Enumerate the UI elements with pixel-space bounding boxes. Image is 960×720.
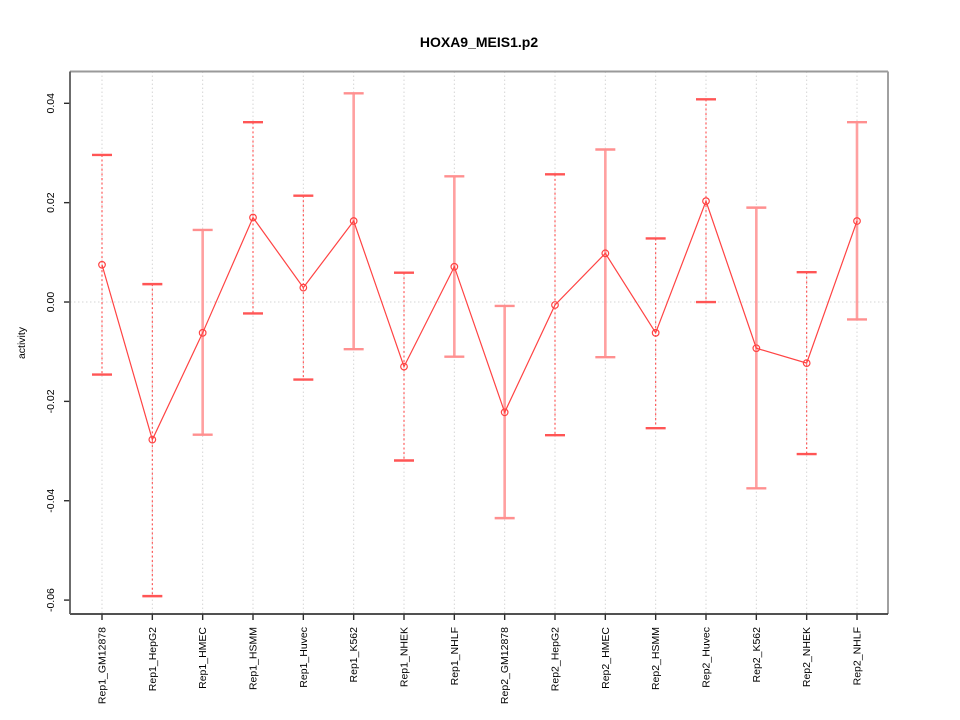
x-tick-label: Rep2_GM12878: [499, 627, 511, 704]
data-point-marker-Rep2_NHEK: [802, 359, 811, 368]
x-tick-label: Rep2_HSMM: [650, 627, 662, 690]
data-point-marker-Rep1_NHEK: [400, 362, 408, 371]
x-tick-label: Rep1_GM12878: [97, 627, 109, 704]
y-tick-label: -0.04: [45, 489, 57, 513]
x-tick-label: Rep2_Huvec: [701, 627, 713, 688]
y-tick-label: -0.02: [45, 389, 57, 413]
data-layer: [92, 92, 867, 598]
plot-border: [69, 70, 889, 615]
x-tick-label: Rep1_Huvec: [298, 627, 310, 688]
data-point-marker-Rep1_NHLF: [450, 262, 459, 271]
x-tick-label: Rep2_HMEC: [600, 627, 612, 689]
data-point-marker-Rep2_K562: [752, 344, 761, 353]
data-point-marker-Rep1_HSMM: [249, 213, 257, 222]
data-point-marker-Rep2_Huvec: [702, 197, 710, 206]
chart-title: HOXA9_MEIS1.p2: [420, 34, 538, 50]
series-line: [101, 199, 858, 442]
data-point-marker-Rep2_GM12878: [500, 408, 509, 417]
data-point-marker-Rep2_NHLF: [853, 217, 861, 225]
error-bar-Rep2_NHEK: [796, 271, 817, 456]
x-tick-label: Rep1_NHLF: [449, 627, 461, 685]
x-tick-label: Rep1_NHEK: [399, 627, 411, 687]
error-bar-Rep2_NHLF: [847, 120, 867, 321]
error-bar-Rep1_GM12878: [92, 153, 112, 376]
y-tick-label: 0.04: [45, 93, 57, 114]
x-tick-label: Rep2_K562: [751, 627, 763, 683]
data-point-marker-Rep2_HepG2: [551, 301, 559, 309]
x-tick-label: Rep2_NHLF: [852, 627, 864, 685]
x-tick-label: Rep1_K562: [348, 627, 360, 683]
error-bar-Rep2_HSMM: [645, 237, 666, 430]
grid-layer: [70, 71, 888, 614]
data-point-marker-Rep1_Huvec: [299, 283, 308, 292]
y-tick-label: -0.06: [45, 588, 57, 612]
y-tick-label: 0.02: [45, 192, 57, 213]
data-point-marker-Rep2_HSMM: [651, 328, 660, 337]
y-tick-label: 0.00: [45, 292, 57, 313]
y-axis-label: activity: [16, 326, 28, 359]
data-point-marker-Rep1_K562: [349, 217, 358, 225]
x-tick-label: Rep1_HMEC: [197, 627, 209, 689]
axis-layer: 0.04 0.02 0.00 -0.02 -0.04 -0.06 Rep1_GM12878 R…: [45, 93, 864, 704]
error-bar-Rep1_Huvec: [293, 194, 314, 381]
data-point-marker-Rep1_HepG2: [148, 435, 157, 444]
error-bar-Rep1_HepG2: [142, 282, 163, 598]
data-point-marker-Rep1_HMEC: [198, 328, 207, 337]
data-point-marker-Rep1_GM12878: [98, 260, 106, 269]
error-bar-Rep1_HSMM: [243, 120, 263, 315]
x-tick-label: Rep2_NHEK: [801, 627, 813, 687]
x-tick-label: Rep2_HepG2: [550, 627, 562, 691]
x-tick-label: Rep1_HSMM: [248, 627, 260, 690]
data-point-marker-Rep2_HMEC: [601, 249, 610, 258]
x-tick-label: Rep1_HepG2: [147, 627, 159, 691]
